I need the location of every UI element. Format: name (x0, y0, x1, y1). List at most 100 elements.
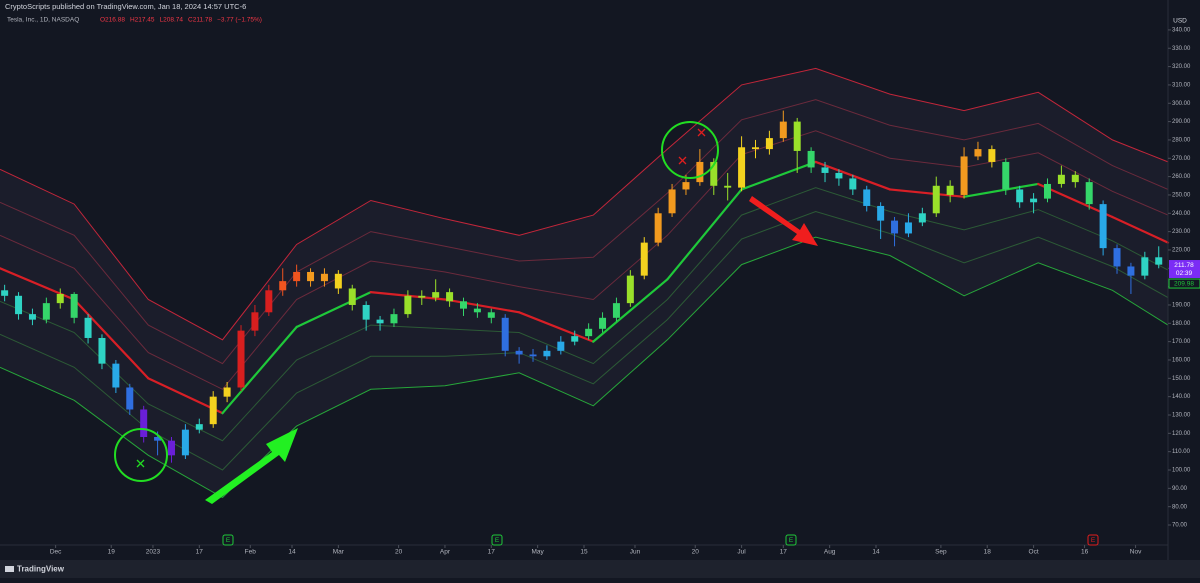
y-tick-label: 240.00 (1172, 211, 1191, 217)
last-price-box (1169, 260, 1200, 279)
x-tick-label: 15 (580, 549, 588, 556)
y-tick-label: 190.00 (1172, 303, 1191, 309)
down-arrow (749, 196, 818, 246)
ohlc-value: L208.74 (160, 17, 184, 24)
candle-body (167, 440, 175, 456)
candle-body (501, 317, 509, 351)
candle-body (960, 156, 968, 195)
candle-body (765, 138, 773, 150)
earnings-label: E (789, 537, 794, 544)
header: CryptoScripts published on TradingView.c… (5, 2, 246, 11)
y-tick-label: 280.00 (1172, 138, 1191, 144)
ohlc-value: −3.77 (−1.75%) (217, 17, 262, 24)
candle-body (390, 314, 398, 324)
candle-body (459, 301, 467, 309)
candle-body (515, 350, 523, 355)
candle-body (612, 303, 620, 318)
earnings-label: E (1091, 537, 1096, 544)
y-tick-label: 330.00 (1172, 46, 1191, 52)
candle-body (293, 271, 301, 282)
candle-body (15, 295, 23, 315)
second-price-box (1168, 278, 1200, 289)
basis-line (962, 182, 1040, 198)
y-tick-label: 230.00 (1172, 229, 1191, 235)
up-arrow (205, 428, 298, 504)
y-tick-label: 300.00 (1172, 101, 1191, 107)
x-tick-label: 17 (780, 549, 788, 556)
candle-body (28, 314, 36, 320)
candle-body (195, 424, 203, 430)
x-tick-label: Apr (440, 549, 451, 556)
candle-body (56, 293, 64, 304)
basis-line (666, 188, 743, 281)
x-tick-label: 19 (108, 549, 116, 556)
candle-body (348, 288, 356, 305)
y-tick-label: 80.00 (1172, 504, 1188, 510)
plot-area (0, 67, 1170, 499)
band-line (0, 210, 1169, 471)
basis-line (592, 278, 669, 343)
candle-body (640, 242, 648, 276)
y-tick-label: 150.00 (1172, 376, 1191, 382)
candle-body (265, 290, 273, 313)
tv-logo (5, 566, 14, 572)
y-tick-label: 220.00 (1172, 248, 1191, 254)
candle-body (891, 220, 899, 234)
y-tick-label: 130.00 (1172, 413, 1191, 419)
highlight-circle (661, 121, 719, 179)
basis-line (518, 311, 595, 343)
candle-body (863, 189, 871, 206)
x-tick-label: Oct (1029, 549, 1039, 556)
candle-body (473, 308, 481, 313)
candle-body (738, 147, 746, 188)
x-tick-label: Jul (737, 549, 746, 556)
candle-body (932, 185, 940, 214)
band-line (0, 67, 1169, 341)
earnings-marker (785, 534, 797, 546)
candle-body (849, 178, 857, 190)
y-tick-label: 170.00 (1172, 339, 1191, 345)
basis-line (295, 291, 372, 329)
candle-body (988, 149, 996, 162)
candle-body (223, 387, 231, 397)
candle-body (376, 319, 384, 324)
y-tick-label: 270.00 (1172, 156, 1191, 162)
candle-body (668, 189, 676, 214)
cross-marker (678, 156, 687, 165)
candle-body (1043, 183, 1051, 199)
basis-line (740, 160, 817, 191)
y-tick-label: 140.00 (1172, 394, 1191, 400)
candle-body (1113, 248, 1121, 267)
footer-bar (0, 560, 1200, 578)
candle-body (140, 409, 148, 437)
y-tick-label: 70.00 (1172, 523, 1188, 529)
candle-body (974, 149, 982, 157)
candle-body (1057, 174, 1065, 184)
earnings-marker (1087, 534, 1099, 546)
x-tick-label: Dec (50, 549, 62, 556)
candle-body (446, 292, 454, 302)
candle-body (237, 330, 245, 388)
candle-body (807, 150, 815, 168)
basis-line (73, 298, 150, 380)
earnings-label: E (226, 537, 231, 544)
candle-body (112, 363, 120, 388)
candle-body (571, 336, 579, 342)
candle-body (626, 275, 634, 304)
candle-body (1141, 257, 1149, 276)
basis-line (1111, 215, 1170, 244)
y-tick-label: 100.00 (1172, 468, 1191, 474)
candle-body (793, 121, 801, 151)
candle-body (126, 387, 134, 410)
earnings-label: E (495, 537, 500, 544)
band-fill (0, 68, 1168, 498)
ohlc-value: C211.78 (188, 17, 212, 24)
x-tick-label: Nov (1130, 549, 1142, 556)
x-tick-label: Mar (333, 549, 345, 556)
ohlc-value: H217.45 (130, 17, 155, 24)
last-price: 211.78 (1174, 262, 1194, 269)
basis-line (221, 325, 298, 415)
x-tick-label: 17 (196, 549, 204, 556)
logo-icon (5, 566, 14, 572)
